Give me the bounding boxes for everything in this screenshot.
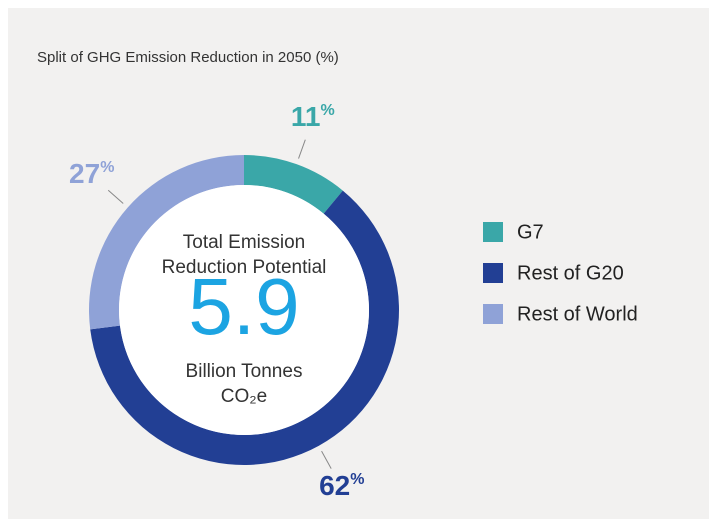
center-text: Reduction Potential — [162, 257, 327, 278]
center-text: Billion Tonnes — [186, 361, 303, 382]
value-label: 62% — [319, 470, 364, 501]
legend-swatch — [483, 263, 503, 283]
value-label: 27% — [69, 158, 114, 189]
center-text: 5.9 — [188, 262, 299, 351]
legend-swatch — [483, 222, 503, 242]
donut-slice — [90, 190, 399, 466]
donut-hole — [119, 185, 369, 435]
donut-slice — [89, 155, 244, 330]
legend-label: G7 — [517, 221, 544, 243]
donut-slice — [244, 155, 343, 214]
center-text: Total Emission — [183, 232, 306, 253]
leader-line — [298, 139, 306, 159]
center-text: CO₂e — [221, 386, 267, 407]
legend-label: Rest of World — [517, 303, 638, 325]
chart-title: Split of GHG Emission Reduction in 2050 … — [37, 49, 339, 66]
legend-label: Rest of G20 — [517, 262, 624, 284]
value-label: 11% — [291, 101, 335, 132]
legend-swatch — [483, 304, 503, 324]
leader-line — [321, 450, 332, 469]
leader-line — [107, 189, 124, 204]
